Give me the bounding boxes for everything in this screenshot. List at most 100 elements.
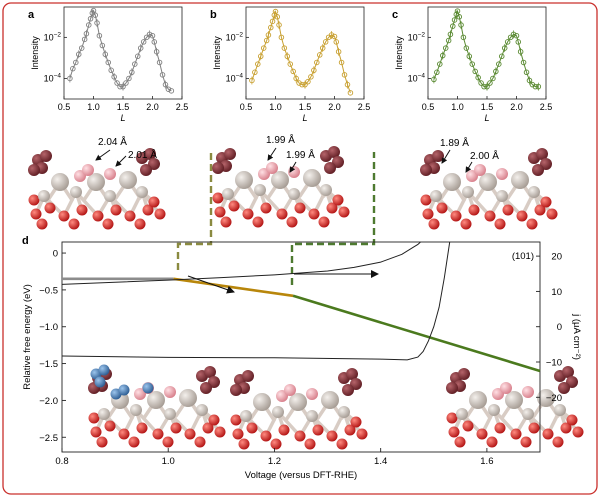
atom [500, 382, 512, 394]
atom [520, 436, 532, 448]
atom [110, 204, 122, 216]
atom [148, 196, 160, 208]
chart-d-structure-mid [230, 368, 368, 450]
data-point [143, 34, 150, 41]
data-point [156, 59, 163, 66]
atom [212, 162, 224, 174]
atom [462, 186, 474, 198]
atom [246, 422, 258, 434]
atom [196, 404, 208, 416]
atom [560, 422, 572, 434]
atom [562, 366, 574, 378]
atom [428, 218, 440, 230]
data-point [272, 8, 279, 15]
atom [140, 164, 152, 176]
y2-tick-label: 20 [551, 252, 562, 263]
data-point [132, 61, 138, 67]
atom [505, 391, 523, 409]
data-point [481, 83, 487, 90]
atom [272, 406, 284, 418]
atom [136, 186, 148, 198]
structure-b-bond1-arrow [267, 147, 277, 161]
atom [306, 388, 318, 400]
figure-frame [2, 2, 598, 495]
structure-c-bond2-arrow [465, 161, 473, 173]
atom [496, 168, 508, 180]
atom [422, 208, 434, 220]
atom [260, 202, 272, 214]
structure-c-bond1: 1.89 Å [440, 136, 469, 149]
data-point [149, 32, 156, 39]
atom [278, 424, 290, 436]
data-point [463, 45, 470, 51]
data-point [278, 34, 285, 41]
atom [450, 210, 462, 222]
data-point [117, 83, 123, 90]
atom [542, 428, 554, 440]
atom [526, 218, 538, 230]
atom [510, 428, 522, 440]
atom [238, 438, 250, 450]
atom [460, 218, 472, 230]
atom [537, 389, 555, 407]
structure-a-bond1-arrow [95, 149, 111, 161]
atom [36, 218, 48, 230]
data-point [317, 52, 323, 58]
data-point [70, 65, 76, 72]
atom [528, 422, 540, 434]
series-line-current [61, 241, 451, 361]
atom [232, 428, 244, 440]
y-axis-label: Intensity [212, 36, 222, 70]
chart-c: 0.5 1.0 1.5 2.0 2.5 10−2 10−4 Intensity L [394, 6, 552, 123]
chart-a: 0.5 1.0 1.5 2.0 2.5 10−2 10−4 Intensity L [30, 6, 188, 123]
data-point [499, 53, 505, 60]
atom [152, 428, 164, 440]
atom [276, 208, 288, 220]
atom [200, 382, 212, 394]
atom [566, 414, 578, 426]
atom [488, 404, 500, 416]
atom [266, 162, 278, 174]
x-tick-label: 2.5 [358, 102, 371, 112]
atom [118, 384, 130, 396]
structure-a [28, 148, 166, 230]
data-point [472, 68, 478, 75]
x-tick-label: 1.0 [451, 102, 464, 112]
data-point [450, 23, 456, 29]
atom [448, 426, 460, 438]
data-point [338, 59, 345, 66]
data-point [151, 39, 158, 45]
atom [462, 420, 474, 432]
data-point [140, 39, 147, 45]
atom [534, 204, 546, 216]
panel-label-c: c [392, 9, 398, 21]
atom [289, 393, 307, 411]
structure-c [420, 148, 558, 230]
data-point [287, 61, 294, 67]
atom [552, 436, 564, 448]
atom [320, 184, 332, 196]
data-point [478, 80, 484, 86]
atom [532, 164, 544, 176]
atom [318, 216, 330, 228]
data-point [269, 18, 276, 25]
x-tick-label: 1.2 [268, 456, 281, 467]
data-point [487, 80, 493, 86]
atom [30, 208, 42, 220]
atom [308, 208, 320, 220]
atom [142, 382, 154, 394]
atom [516, 210, 528, 222]
atom [572, 426, 584, 438]
atom [124, 210, 136, 222]
y2-tick-label: −10 [546, 358, 562, 369]
data-point [469, 61, 476, 67]
atom [92, 210, 104, 222]
atom [324, 162, 336, 174]
atom [474, 164, 486, 176]
data-point [165, 86, 172, 92]
atom [458, 368, 470, 380]
atom [270, 438, 282, 450]
atom [332, 194, 344, 206]
data-point [520, 59, 527, 66]
y-tick-label: −0.5 [39, 285, 58, 296]
